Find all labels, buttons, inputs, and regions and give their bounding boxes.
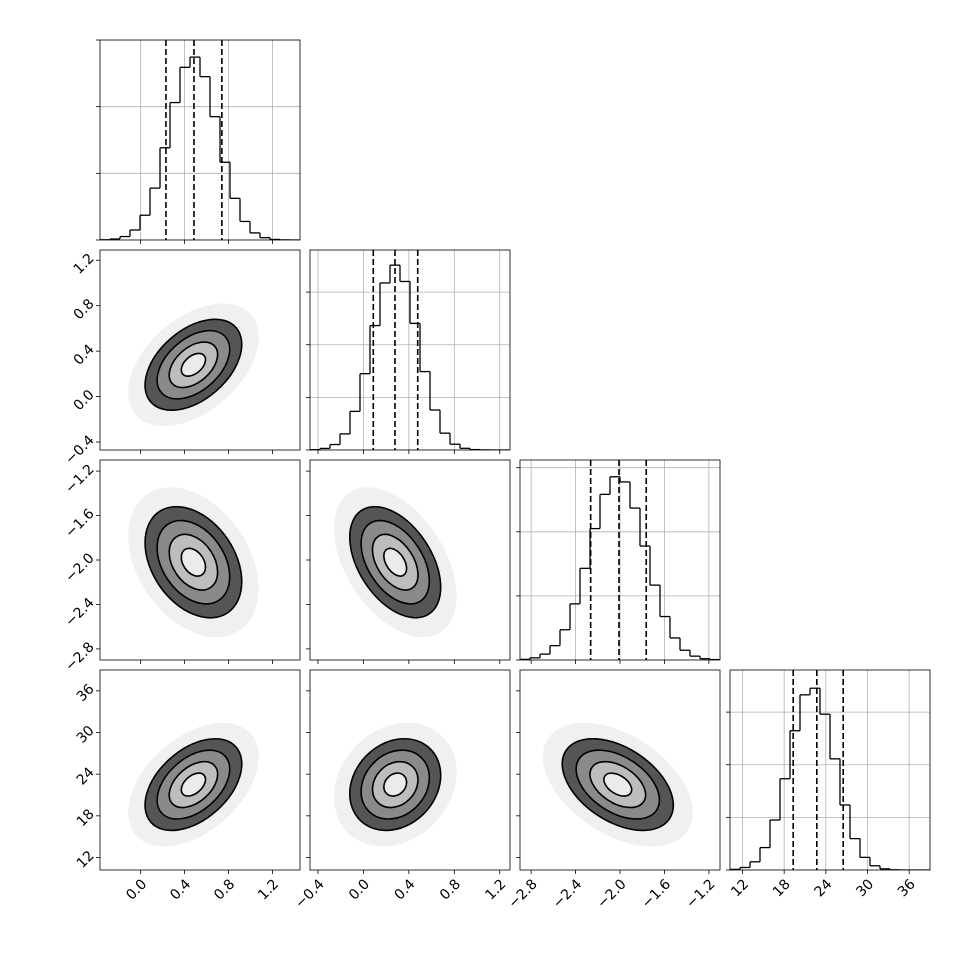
y-tick-label: 36 [74,681,98,705]
x-tick-label: 0.4 [167,876,194,903]
x-tick-label: 18 [770,876,794,900]
panel: −0.4 0.0 0.4 0.8 1.2 [62,249,301,468]
y-tick-label: −1.6 [62,506,97,541]
panel-frame [729,669,931,871]
panel-content [100,40,300,240]
panel-frame [99,249,301,451]
panel-frame [309,459,511,661]
panel [306,249,511,454]
x-tick-label: 24 [812,876,836,900]
y-tick-label: 12 [74,848,98,872]
density-contour [383,547,408,577]
panel-content [128,487,259,638]
panel [96,39,301,244]
panel-content [520,460,720,660]
panel-frame [309,249,511,451]
panel-content [542,722,693,847]
panel-frame [519,459,721,661]
panel: −2.8 −2.4 −2.0 −1.6 −1.2 [505,669,721,912]
panel: −2.8 −2.4 −2.0 −1.6 −1.2 [62,459,301,675]
y-tick-label: −2.8 [62,639,97,674]
panel-content [333,487,457,638]
density-contour [180,772,207,797]
panel-content [310,250,510,450]
x-tick-label: 0.4 [391,876,418,903]
panel-frame [99,39,301,241]
panel-content [128,303,259,427]
y-tick-label: 1.2 [71,251,98,278]
x-tick-label: −1.2 [683,876,718,911]
y-tick-label: −0.4 [62,432,97,467]
y-tick-label: 18 [74,806,98,830]
y-tick-label: 30 [74,723,98,747]
x-tick-label: 1.2 [255,876,282,903]
x-tick-label: 0.0 [123,876,150,903]
panel-content [128,722,259,847]
x-tick-label: −2.0 [594,876,629,911]
y-tick-label: −1.2 [62,461,97,496]
y-tick-label: 0.0 [71,387,98,414]
panel-frame [99,669,301,871]
x-tick-label: 12 [728,876,752,900]
x-tick-label: 0.8 [437,876,464,903]
x-tick-label: −2.4 [550,876,585,911]
panel-frame [519,669,721,871]
y-tick-label: 0.8 [71,296,98,323]
panel: 12 18 24 30 36 [726,669,931,900]
density-contour [180,352,207,377]
x-tick-label: 36 [895,876,919,900]
x-tick-label: 0.0 [346,876,373,903]
panel [306,459,511,664]
density-contour [603,772,633,797]
panel [516,459,721,664]
y-tick-label: −2.0 [62,550,97,585]
panel-content [730,670,930,870]
x-tick-label: −1.6 [639,876,674,911]
x-tick-label: 30 [853,876,877,900]
density-contour [383,772,408,797]
x-tick-label: −2.8 [505,876,540,911]
x-tick-label: −0.4 [292,876,327,911]
panel: 0.0 0.4 0.8 1.2 12 18 24 30 36 [74,669,301,903]
density-contour [180,547,207,577]
panel-frame [309,669,511,871]
panel-content [333,722,457,847]
y-tick-label: 24 [74,764,98,788]
y-tick-label: 0.4 [71,341,98,368]
panel-frame [99,459,301,661]
y-tick-label: −2.4 [62,595,97,630]
x-tick-label: 0.8 [211,876,238,903]
